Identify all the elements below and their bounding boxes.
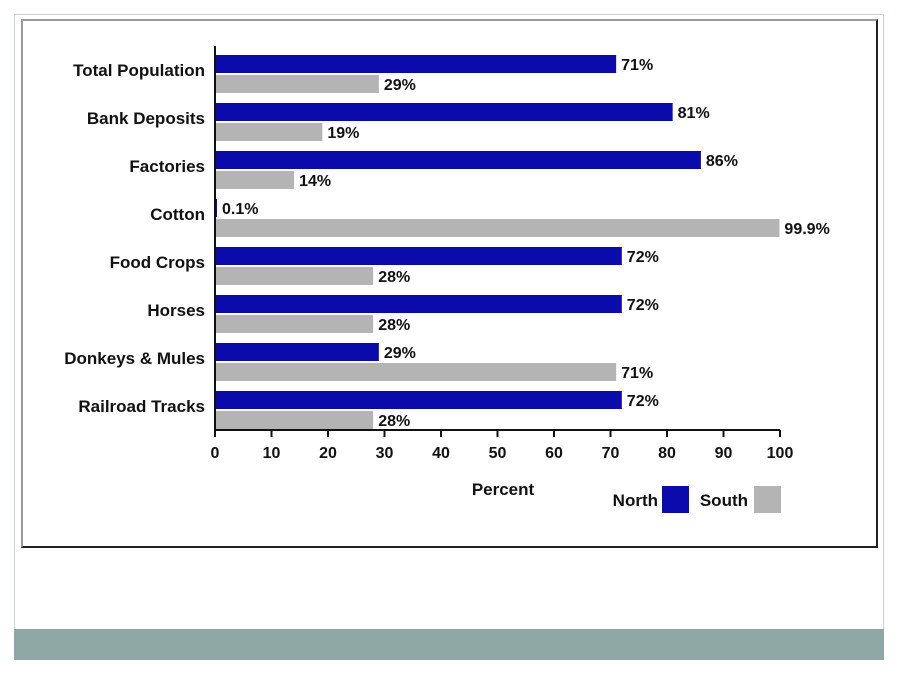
category-label-horses: Horses xyxy=(147,301,205,320)
bar-south-factories xyxy=(215,171,295,189)
value-label-north-factories: 86% xyxy=(706,153,738,170)
x-axis-title: Percent xyxy=(472,480,535,499)
category-label-factories: Factories xyxy=(129,157,205,176)
x-tick-label-0: 0 xyxy=(211,445,220,462)
bar-north-food-crops xyxy=(215,247,622,265)
value-label-north-cotton: 0.1% xyxy=(222,201,258,218)
bars-group xyxy=(215,55,780,429)
value-label-north-railroad-tracks: 72% xyxy=(627,393,659,410)
value-label-north-bank-deposits: 81% xyxy=(678,105,710,122)
bar-north-factories xyxy=(215,151,701,169)
category-label-bank-deposits: Bank Deposits xyxy=(87,109,205,128)
value-label-south-donkeys-mules: 71% xyxy=(621,365,653,382)
value-label-south-railroad-tracks: 28% xyxy=(378,413,410,430)
bar-north-bank-deposits xyxy=(215,103,673,121)
x-tick-label-60: 60 xyxy=(545,445,563,462)
x-tick-label-20: 20 xyxy=(319,445,337,462)
bar-north-total-population xyxy=(215,55,617,73)
x-tick-label-80: 80 xyxy=(658,445,676,462)
legend: North South xyxy=(613,486,781,513)
bar-south-total-population xyxy=(215,75,379,93)
value-label-south-food-crops: 28% xyxy=(378,269,410,286)
legend-label-north: North xyxy=(613,491,658,510)
bar-south-cotton xyxy=(215,219,780,237)
axes-group: 0 10 20 30 40 50 60 70 80 90 100 xyxy=(211,46,794,462)
value-label-south-horses: 28% xyxy=(378,317,410,334)
bar-north-railroad-tracks xyxy=(215,391,622,409)
bar-north-horses xyxy=(215,295,622,313)
x-tick-label-30: 30 xyxy=(376,445,394,462)
value-label-north-horses: 72% xyxy=(627,297,659,314)
x-tick-label-90: 90 xyxy=(715,445,733,462)
bar-south-horses xyxy=(215,315,374,333)
legend-swatch-north xyxy=(662,486,689,513)
bar-south-bank-deposits xyxy=(215,123,323,141)
value-label-south-bank-deposits: 19% xyxy=(327,125,359,142)
bar-south-food-crops xyxy=(215,267,374,285)
category-label-food-crops: Food Crops xyxy=(110,253,205,272)
x-tick-label-50: 50 xyxy=(489,445,507,462)
value-label-south-factories: 14% xyxy=(299,173,331,190)
value-label-north-donkeys-mules: 29% xyxy=(384,345,416,362)
x-tick-label-40: 40 xyxy=(432,445,450,462)
legend-swatch-south xyxy=(754,486,781,513)
category-label-railroad-tracks: Railroad Tracks xyxy=(78,397,205,416)
x-tick-label-70: 70 xyxy=(602,445,620,462)
bar-south-donkeys-mules xyxy=(215,363,617,381)
category-label-donkeys-mules: Donkeys & Mules xyxy=(64,349,205,368)
bar-north-donkeys-mules xyxy=(215,343,379,361)
category-labels: Total Population Bank Deposits Factories Co… xyxy=(64,61,205,416)
bar-south-railroad-tracks xyxy=(215,411,374,429)
slide-footer-band xyxy=(14,629,884,660)
x-tick-label-100: 100 xyxy=(767,445,794,462)
value-label-north-food-crops: 72% xyxy=(627,249,659,266)
category-label-total-population: Total Population xyxy=(73,61,205,80)
x-tick-label-10: 10 xyxy=(263,445,281,462)
category-label-cotton: Cotton xyxy=(150,205,205,224)
value-label-south-cotton: 99.9% xyxy=(784,221,829,238)
value-label-south-total-population: 29% xyxy=(384,77,416,94)
value-labels: 71% 29% 81% 19% 86% 14% 0.1% 99.9% 72% 28% 72% 28% 2… xyxy=(222,57,830,430)
value-label-north-total-population: 71% xyxy=(621,57,653,74)
legend-label-south: South xyxy=(700,491,748,510)
